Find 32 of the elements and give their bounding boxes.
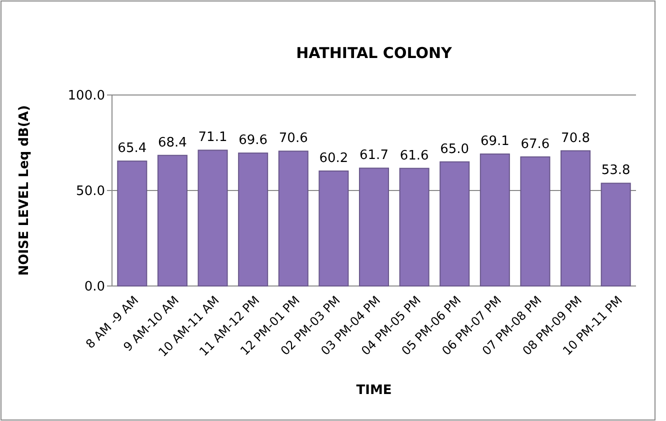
data-label: 65.0 xyxy=(440,142,470,157)
data-label: 61.6 xyxy=(400,148,429,164)
bar xyxy=(600,182,631,286)
bar xyxy=(440,161,470,286)
data-label: 70.6 xyxy=(278,131,308,146)
y-axis-title: NOISE LEVEL Leq dB(A) xyxy=(17,105,32,276)
data-label: 53.8 xyxy=(601,163,630,178)
bar xyxy=(157,154,188,286)
bar xyxy=(318,170,349,286)
data-label: 65.4 xyxy=(118,141,147,156)
data-label: 60.2 xyxy=(319,151,348,166)
y-tick-label: 0.0 xyxy=(84,280,105,295)
bar xyxy=(520,156,550,286)
bar xyxy=(238,152,268,286)
bar xyxy=(399,168,430,286)
data-label: 71.1 xyxy=(198,130,228,146)
bar xyxy=(198,150,228,286)
x-axis-title: TIME xyxy=(356,383,392,398)
data-label: 61.7 xyxy=(360,148,388,164)
bar xyxy=(358,168,390,286)
data-label: 69.1 xyxy=(480,134,510,150)
bar xyxy=(480,154,510,286)
chart-title: HATHITAL COLONY xyxy=(296,44,454,62)
data-label: 68.4 xyxy=(158,135,187,150)
bar xyxy=(560,150,591,286)
y-tick-label: 50.0 xyxy=(76,184,105,200)
data-label: 69.6 xyxy=(238,133,268,148)
data-label: 67.6 xyxy=(520,136,550,152)
data-label: 70.8 xyxy=(561,130,590,146)
y-tick-label: 100.0 xyxy=(68,88,105,104)
bar xyxy=(117,160,148,286)
bar xyxy=(278,150,308,286)
